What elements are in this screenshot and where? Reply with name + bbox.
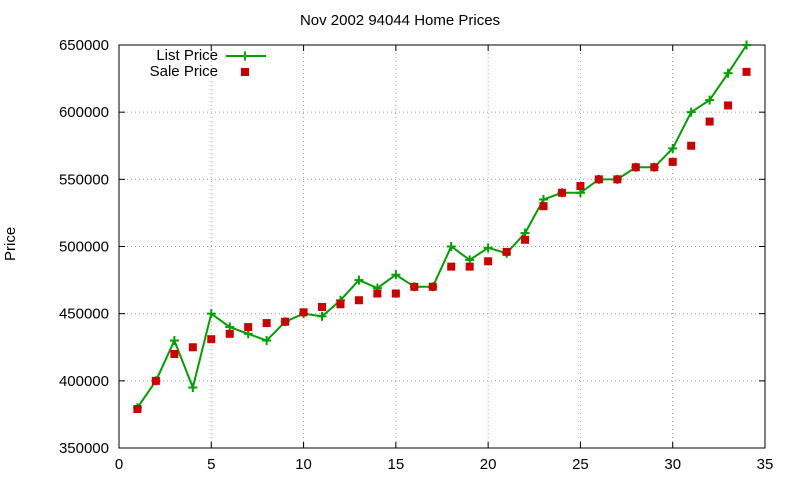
y-tick-label: 350000: [59, 440, 109, 457]
sale-price-point: [557, 188, 566, 197]
x-tick-label: 15: [388, 456, 405, 473]
list-price-point: [317, 311, 327, 321]
sale-price-point: [133, 405, 142, 414]
sale-price-point: [170, 349, 179, 358]
sale-price-point: [484, 257, 493, 266]
sale-price-point: [244, 323, 253, 332]
list-price-point: [723, 68, 733, 78]
legend-label-sale-price: Sale Price: [149, 63, 218, 80]
sale-price-point: [318, 302, 327, 311]
sale-price-point: [742, 67, 751, 76]
list-price-point: [446, 242, 456, 251]
sale-price-point: [687, 141, 696, 150]
sale-price-point: [391, 289, 400, 298]
sale-price-point: [502, 247, 511, 256]
sale-price-point: [428, 282, 437, 291]
legend-marker-sale-price: [241, 68, 249, 76]
y-tick-label: 550000: [59, 171, 109, 188]
list-price-point: [668, 143, 678, 153]
sale-price-point: [576, 182, 585, 191]
y-tick-labels: 350000 400000 450000 500000 550000 600000 6500…: [59, 37, 109, 457]
sale-price-point: [299, 308, 308, 317]
sale-price-point: [336, 300, 345, 309]
sale-price-point: [594, 175, 603, 184]
series-layer: [132, 40, 752, 414]
sale-price-point: [188, 343, 197, 352]
sale-price-point: [465, 262, 474, 271]
sale-price-point: [668, 157, 677, 166]
sale-price-point: [539, 202, 548, 211]
list-price-line: [136, 44, 748, 409]
x-tick-labels: 0 5 10 15 20 25 30 35: [115, 456, 774, 473]
list-price-point: [705, 95, 715, 105]
list-price-point: [262, 336, 272, 346]
legend-label-list-price: List Price: [156, 47, 218, 64]
y-tick-label: 500000: [59, 239, 109, 256]
sale-price-point: [225, 329, 234, 338]
chart-title: Nov 2002 94044 Home Prices: [299, 12, 501, 29]
list-price-point: [206, 309, 216, 319]
sale-price-point: [724, 101, 733, 110]
sale-price-point: [373, 289, 382, 298]
grid-lines: [119, 45, 765, 448]
list-price-point: [483, 243, 493, 253]
sale-price-point: [207, 335, 216, 344]
list-price-point: [742, 40, 752, 50]
sale-price-point: [281, 317, 290, 326]
sale-price-point: [613, 175, 622, 184]
list-price-point: [391, 270, 401, 280]
sale-price-point: [650, 163, 659, 172]
legend-marker-list-price: [240, 51, 250, 61]
sale-price-point: [631, 163, 640, 172]
x-tick-label: 0: [115, 456, 123, 473]
legend: [226, 51, 266, 76]
x-tick-label: 25: [572, 456, 589, 473]
x-tick-label: 10: [295, 456, 312, 473]
list-price-point: [169, 336, 179, 346]
sale-price-point: [521, 235, 530, 244]
y-tick-label: 600000: [59, 104, 109, 121]
list-price-point: [188, 383, 198, 393]
y-tick-label: 400000: [59, 373, 109, 390]
list-price-point: [354, 275, 364, 285]
sale-price-point: [354, 296, 363, 305]
sale-price-point: [410, 282, 419, 291]
x-tick-label: 30: [664, 456, 681, 473]
sale-price-point: [151, 376, 160, 385]
sale-price-point: [447, 262, 456, 271]
y-tick-label: 650000: [59, 37, 109, 54]
axis-ticks: [118, 44, 766, 449]
sale-price-point: [262, 319, 271, 328]
sale-price-point: [705, 117, 714, 126]
x-tick-label: 20: [480, 456, 497, 473]
y-tick-label: 450000: [59, 306, 109, 323]
x-tick-label: 5: [207, 456, 215, 473]
y-axis-label: Price: [2, 226, 19, 261]
list-price-point: [686, 107, 696, 117]
x-tick-label: 35: [757, 456, 774, 473]
